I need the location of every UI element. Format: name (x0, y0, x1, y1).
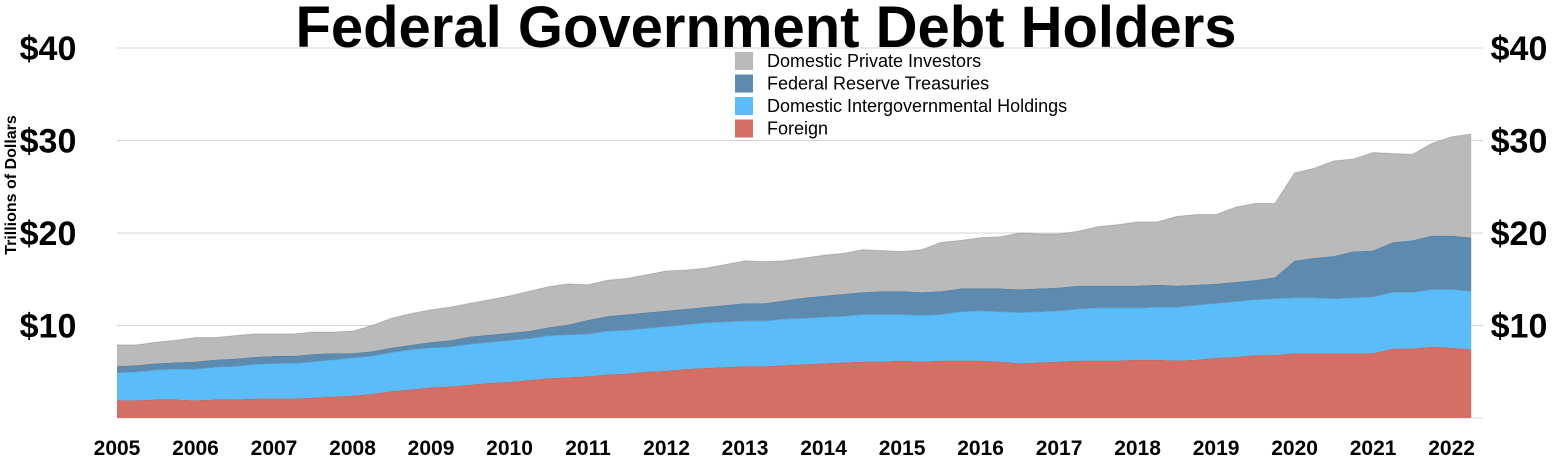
legend-swatch-federal-reserve-treasuries (735, 74, 753, 93)
legend-label-foreign: Foreign (767, 119, 828, 139)
x-tick-label: 2016 (957, 437, 1004, 460)
legend: Domestic Private Investors Federal Reserv… (735, 51, 1067, 139)
x-tick-label: 2015 (879, 437, 926, 460)
x-tick-label: 2011 (565, 437, 611, 460)
x-tick-label: 2022 (1428, 437, 1475, 460)
x-tick-label: 2006 (172, 437, 219, 460)
x-tick-label: 2012 (643, 437, 690, 460)
y-tick-left-label: $20 (20, 215, 77, 253)
y-tick-left-label: $40 (20, 30, 77, 68)
area-domestic-private-investors (117, 134, 1472, 367)
y-ticks-right: $10 $20 $30 $40 (1491, 30, 1548, 346)
legend-swatch-domestic-private-investors (735, 52, 753, 70)
y-tick-right-label: $10 (1491, 308, 1548, 346)
y-tick-right-label: $30 (1491, 123, 1548, 161)
x-tick-label: 2018 (1114, 437, 1161, 460)
x-tick-label: 2020 (1271, 437, 1318, 460)
area-domestic-intergovernmental-holdings (117, 289, 1472, 401)
y-axis-label: Trillions of Dollars (3, 115, 20, 255)
x-tick-label: 2019 (1193, 437, 1240, 460)
y-tick-left-label: $10 (20, 308, 77, 346)
legend-label-domestic-private-investors: Domestic Private Investors (767, 51, 981, 71)
stacked-areas (116, 133, 1472, 418)
legend-swatch-foreign (735, 119, 753, 138)
x-tick-label: 2008 (329, 437, 376, 460)
x-tick-label: 2005 (94, 437, 141, 460)
x-tick-label: 2014 (800, 437, 847, 460)
x-tick-label: 2013 (722, 437, 769, 460)
edge-domestic-private-investors (117, 133, 1472, 346)
y-tick-right-label: $20 (1491, 215, 1548, 253)
legend-label-domestic-intergovernmental-holdings: Domestic Intergovernmental Holdings (767, 96, 1067, 116)
y-tick-right-label: $40 (1491, 30, 1548, 68)
x-ticks: 2005 2006 2007 2008 2009 2010 2011 2012 2013 2014… (94, 437, 1475, 460)
area-federal-reserve-treasuries (117, 235, 1472, 373)
x-tick-label: 2009 (408, 437, 455, 460)
x-tick-label: 2007 (251, 437, 298, 460)
x-tick-label: 2017 (1036, 437, 1083, 460)
y-ticks-left: $10 $20 $30 $40 (20, 30, 77, 346)
area-foreign (117, 346, 1472, 418)
x-tick-label: 2010 (486, 437, 533, 460)
x-tick-label: 2021 (1350, 437, 1397, 460)
legend-swatch-domestic-intergovernmental-holdings (735, 97, 753, 115)
legend-label-federal-reserve-treasuries: Federal Reserve Treasuries (767, 74, 989, 94)
chart-title: Federal Government Debt Holders (295, 0, 1236, 60)
y-tick-left-label: $30 (20, 123, 77, 161)
